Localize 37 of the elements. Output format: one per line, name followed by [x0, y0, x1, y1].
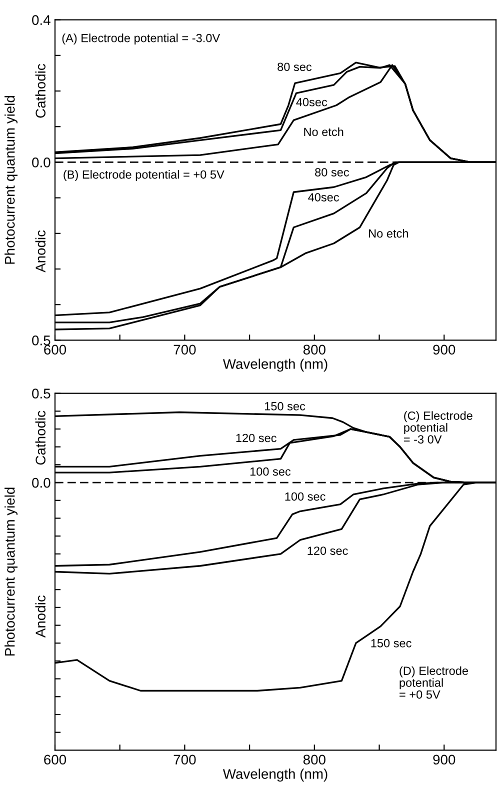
y-axis-title: Photocurrent quantum yield — [4, 488, 18, 656]
annotation: 150 sec — [371, 639, 412, 648]
x-tick-label: 800 — [303, 344, 326, 355]
text: Anodic — [35, 595, 46, 638]
x-tick-label: 800 — [303, 754, 326, 765]
annotation: 40sec — [308, 193, 340, 202]
text: (A) Electrode potential = -3.0V — [62, 34, 220, 45]
annotation: No etch — [304, 127, 344, 136]
text: Cathodic — [35, 64, 46, 118]
x-tick-label: 900 — [433, 754, 456, 765]
y-tick-label: 0.5 — [32, 388, 50, 398]
x-tick-label: 600 — [44, 754, 66, 765]
y-tick-label: 0.0 — [32, 478, 50, 488]
y-tick-label: 0.5 — [32, 336, 50, 346]
x-axis-title: Wavelength (nm) — [222, 768, 328, 782]
x-axis-title: Wavelength (nm) — [222, 358, 328, 372]
annotation: 80 sec — [315, 168, 350, 176]
x-tick-label: 900 — [433, 344, 456, 355]
y-tick-label: 0.4 — [32, 15, 50, 25]
annotation: (B) Electrode potential = +0 5V — [64, 170, 224, 182]
annotation: 80 sec — [278, 62, 312, 72]
text: Cathodic — [35, 410, 46, 465]
annotation: 120 sec — [236, 434, 276, 442]
annotation: 150 sec — [264, 402, 306, 410]
annotation: 120 sec — [308, 546, 348, 555]
annotation: 100 sec — [285, 492, 326, 501]
text: (C) Electrode potential = -3 0V — [404, 411, 472, 444]
y-tick-label: 0.0 — [32, 158, 50, 168]
annotation: 40sec — [296, 98, 328, 106]
x-tick-label: 600 — [44, 344, 66, 355]
text: (D) Electrode potential = +0 5V — [400, 666, 468, 699]
y-axis-title: Photocurrent quantum yield — [4, 96, 18, 264]
x-tick-label: 700 — [174, 344, 196, 355]
annotation: 100 sec — [250, 467, 291, 476]
text: Anodic — [35, 230, 46, 272]
annotation: No etch — [369, 228, 408, 238]
x-tick-label: 700 — [174, 754, 196, 765]
